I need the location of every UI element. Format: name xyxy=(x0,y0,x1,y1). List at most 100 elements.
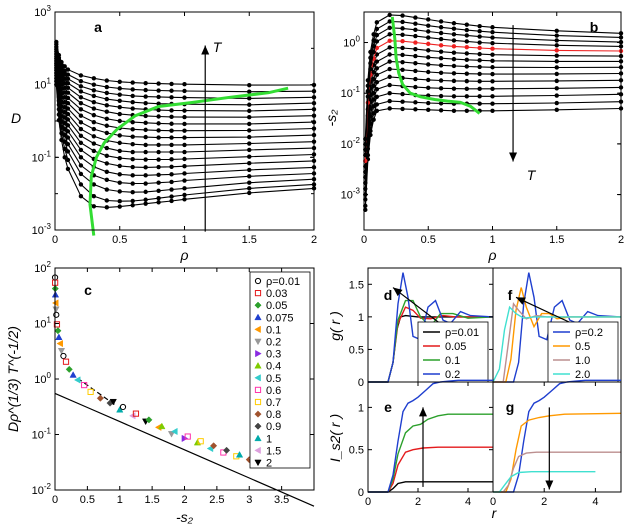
series-line xyxy=(364,107,622,210)
data-point xyxy=(65,365,73,373)
data-point xyxy=(91,141,97,146)
legend-label: 2 xyxy=(266,458,272,470)
data-point xyxy=(91,182,97,187)
data-point xyxy=(254,338,262,346)
legend-label: ρ=0.01 xyxy=(445,327,479,339)
data-point xyxy=(81,381,88,389)
data-point xyxy=(117,98,122,103)
series-line xyxy=(368,481,493,493)
legend-label: 0.3 xyxy=(266,349,281,361)
data-point xyxy=(169,88,174,93)
x-tick-label: 0 xyxy=(52,494,58,506)
data-point xyxy=(73,376,81,384)
data-point xyxy=(104,198,110,203)
data-point xyxy=(554,107,559,113)
x-tick-label: 4 xyxy=(592,496,598,508)
data-point xyxy=(464,78,469,84)
data-point xyxy=(143,181,148,186)
data-point xyxy=(387,12,392,18)
data-point xyxy=(368,49,373,55)
data-point xyxy=(104,169,110,174)
data-point xyxy=(169,128,174,133)
data-point xyxy=(117,79,122,84)
data-point xyxy=(387,59,392,64)
x-tick-label: 2 xyxy=(311,234,317,246)
data-point xyxy=(451,71,457,76)
y-tick-label: 10-1 xyxy=(32,149,52,164)
data-point xyxy=(554,65,559,70)
data-point xyxy=(145,416,153,424)
data-point xyxy=(91,106,97,111)
data-point xyxy=(451,94,457,99)
series-line xyxy=(493,379,621,493)
data-point xyxy=(104,187,110,192)
data-point xyxy=(78,107,84,112)
data-point xyxy=(104,116,110,121)
x-axis-label: ρ xyxy=(179,247,188,263)
x-tick-label: 2 xyxy=(181,494,187,506)
data-point xyxy=(413,53,418,59)
data-point xyxy=(182,149,187,155)
y-tick-label: 1 xyxy=(358,312,364,324)
x-tick-label: 1 xyxy=(489,234,495,246)
data-point xyxy=(156,149,161,155)
data-point xyxy=(117,86,122,91)
data-point xyxy=(400,59,405,65)
data-point xyxy=(254,325,261,334)
data-point xyxy=(65,141,71,147)
data-point xyxy=(490,29,495,35)
data-point xyxy=(182,95,187,100)
data-point xyxy=(387,19,392,24)
data-point xyxy=(182,88,187,94)
data-point xyxy=(54,327,62,335)
data-point xyxy=(247,160,252,166)
legend-box xyxy=(249,271,311,469)
legend-label: ρ=0.01 xyxy=(266,276,300,288)
data-point xyxy=(235,451,244,458)
panel-letters: a b c d f e g xyxy=(84,19,598,415)
data-point xyxy=(400,26,405,31)
data-point xyxy=(426,69,431,75)
data-point xyxy=(182,82,187,87)
data-point xyxy=(104,84,110,90)
data-point xyxy=(490,52,495,57)
data-point xyxy=(426,100,431,106)
data-point xyxy=(554,78,559,84)
data-point xyxy=(130,156,135,162)
data-point xyxy=(169,121,174,126)
trend-arrow-head xyxy=(393,287,403,297)
data-point xyxy=(387,74,392,80)
data-point xyxy=(490,40,495,46)
data-point xyxy=(413,46,418,52)
data-point xyxy=(130,149,135,155)
data-point xyxy=(413,33,418,39)
y-tick-label: 102 xyxy=(34,260,51,275)
data-point xyxy=(247,186,252,191)
data-point xyxy=(169,114,174,120)
temperature-arrow-label: T xyxy=(213,39,223,55)
legend-label: 0.05 xyxy=(445,341,466,353)
data-point xyxy=(490,108,495,113)
data-point xyxy=(451,50,457,55)
data-point xyxy=(247,115,252,120)
data-point xyxy=(56,339,63,348)
data-point xyxy=(104,145,110,151)
data-point xyxy=(78,89,84,94)
legend-label: 0.05 xyxy=(266,300,287,312)
data-point xyxy=(156,164,161,170)
data-point xyxy=(78,133,84,139)
x-tick-label: 1.5 xyxy=(549,234,564,246)
y-tick-label: 101 xyxy=(34,316,51,331)
series-line xyxy=(368,446,493,493)
data-point xyxy=(247,96,252,101)
temperature-arrow-head xyxy=(509,152,518,162)
data-point xyxy=(554,86,559,91)
x-tick-label: 1.5 xyxy=(144,494,159,506)
legend-label: 0.1 xyxy=(445,355,460,367)
data-point xyxy=(104,90,110,96)
data-point xyxy=(438,101,444,106)
data-point xyxy=(365,78,371,83)
data-point xyxy=(374,20,380,25)
y-tick-label: 10-2 xyxy=(32,482,52,497)
temperature-arrow-head xyxy=(201,45,210,55)
